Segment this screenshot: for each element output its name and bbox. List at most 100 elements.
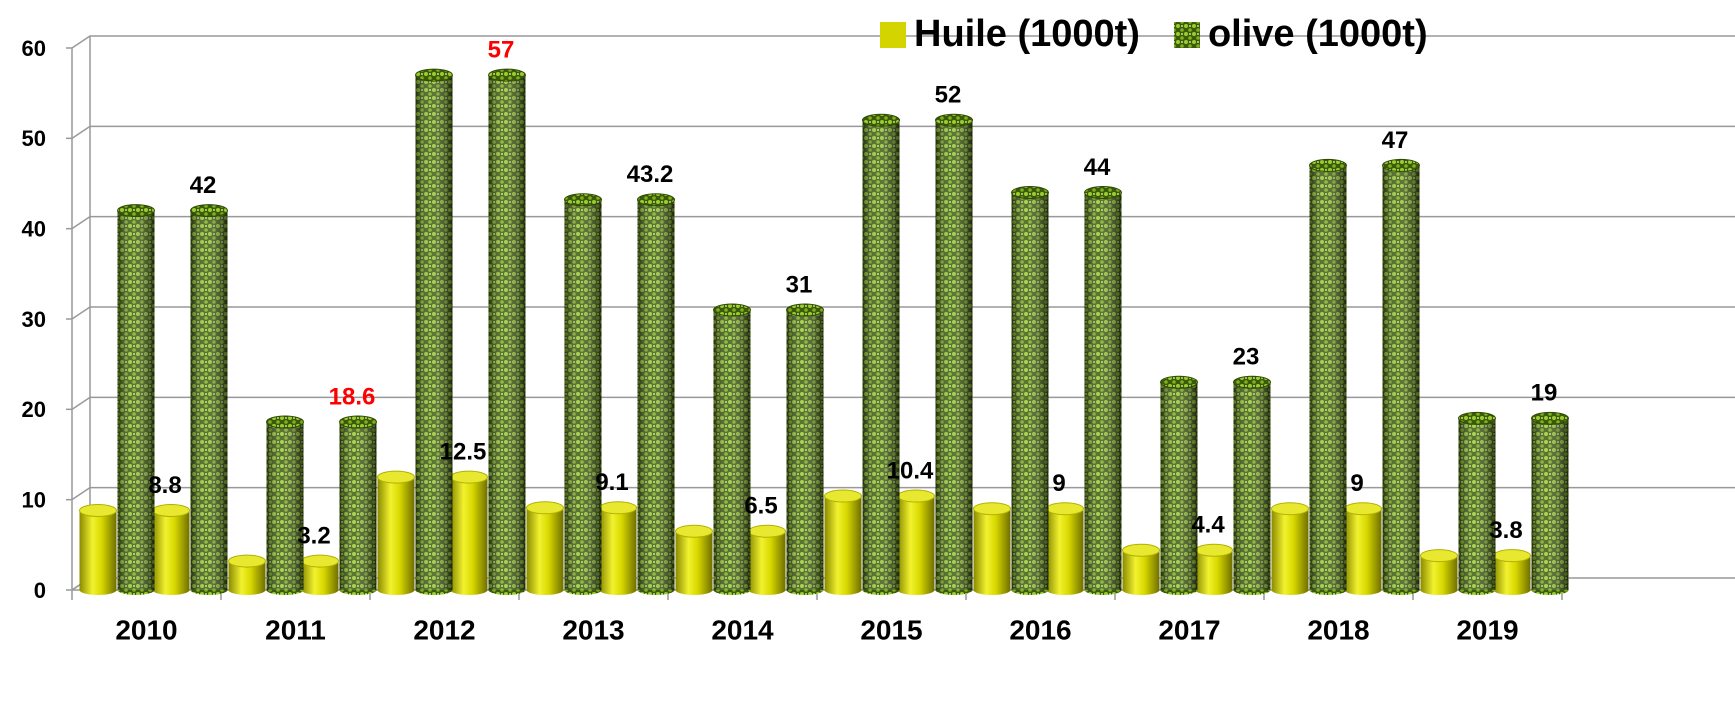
bar bbox=[1531, 411, 1569, 595]
bar-part bbox=[301, 554, 339, 568]
bar-part bbox=[1195, 585, 1233, 595]
value-label: 44 bbox=[1084, 154, 1111, 181]
y-tick-label: 10 bbox=[22, 487, 46, 512]
bar bbox=[897, 489, 935, 595]
bar-part bbox=[1046, 585, 1084, 595]
x-tick-label: 2014 bbox=[711, 614, 774, 645]
grid-line bbox=[71, 215, 1735, 230]
bar-part bbox=[526, 507, 564, 590]
bar bbox=[1122, 543, 1160, 595]
bar bbox=[1011, 186, 1049, 595]
bar-part bbox=[450, 585, 488, 595]
bar-part bbox=[564, 199, 602, 590]
bar-part bbox=[1084, 192, 1122, 591]
bar bbox=[713, 303, 751, 595]
bar-part bbox=[1271, 508, 1309, 590]
bar-part bbox=[1195, 543, 1233, 557]
value-label: 6.5 bbox=[744, 493, 777, 520]
bar-part bbox=[862, 113, 900, 127]
y-tick-label: 60 bbox=[22, 36, 46, 61]
bar bbox=[526, 501, 564, 595]
bar-part bbox=[488, 68, 526, 82]
bar-part bbox=[377, 470, 415, 484]
bar-part bbox=[1160, 382, 1198, 590]
value-label: 43.2 bbox=[627, 161, 674, 188]
bar-part bbox=[897, 489, 935, 503]
bar-part bbox=[862, 120, 900, 591]
bar-part bbox=[1233, 375, 1271, 389]
bar bbox=[786, 303, 824, 595]
bar-part bbox=[377, 585, 415, 595]
bar-part bbox=[1084, 186, 1122, 200]
bar-part bbox=[1122, 585, 1160, 595]
legend-label: olive (1000t) bbox=[1208, 13, 1428, 55]
bar bbox=[339, 415, 377, 595]
bar-part bbox=[339, 421, 377, 590]
bar bbox=[862, 113, 900, 595]
bar-part bbox=[1531, 411, 1569, 425]
bar bbox=[450, 470, 488, 595]
bar-part bbox=[824, 585, 862, 595]
bar-part bbox=[675, 531, 713, 590]
bar-part bbox=[526, 501, 564, 515]
y-tick-label: 30 bbox=[22, 307, 46, 332]
bar bbox=[564, 193, 602, 595]
x-tick-label: 2013 bbox=[562, 614, 624, 645]
bar-part bbox=[152, 510, 190, 590]
bar-part bbox=[748, 524, 786, 538]
bar-part bbox=[117, 204, 155, 218]
bar bbox=[301, 554, 339, 595]
bar bbox=[1084, 186, 1122, 595]
value-label: 9 bbox=[1052, 470, 1065, 497]
bar bbox=[266, 415, 304, 595]
bar-part bbox=[599, 507, 637, 590]
bar-part bbox=[339, 415, 377, 429]
bar bbox=[824, 489, 862, 595]
grid-line bbox=[71, 306, 1735, 320]
value-label: 47 bbox=[1382, 127, 1409, 154]
bar-part bbox=[786, 309, 824, 590]
bar-part bbox=[973, 508, 1011, 590]
x-tick-label: 2017 bbox=[1158, 614, 1220, 645]
bar-part bbox=[1309, 158, 1347, 172]
bar-part bbox=[935, 120, 973, 591]
bar-part bbox=[266, 415, 304, 429]
bar-part bbox=[79, 504, 117, 518]
bar bbox=[488, 68, 526, 595]
bar-part bbox=[786, 303, 824, 317]
bar bbox=[377, 470, 415, 595]
bar-part bbox=[1046, 508, 1084, 590]
bar-part bbox=[1195, 550, 1233, 590]
value-label: 23 bbox=[1233, 344, 1260, 371]
bar-part bbox=[450, 477, 488, 590]
x-tick-label: 2018 bbox=[1307, 614, 1369, 645]
bar bbox=[973, 502, 1011, 595]
bar-part bbox=[1420, 585, 1458, 595]
bar-part bbox=[488, 75, 526, 591]
bar-part bbox=[1122, 550, 1160, 590]
bar-part bbox=[599, 585, 637, 595]
value-label: 12.5 bbox=[440, 438, 487, 465]
bar-part bbox=[1493, 585, 1531, 595]
bar-part bbox=[824, 496, 862, 590]
bar-part bbox=[1046, 502, 1084, 516]
bar-part bbox=[450, 470, 488, 484]
grid-line bbox=[71, 396, 1735, 410]
value-label: 3.8 bbox=[1489, 517, 1522, 544]
bar-part bbox=[897, 496, 935, 590]
bar-part bbox=[1011, 186, 1049, 200]
bar-part bbox=[152, 585, 190, 595]
bar-part bbox=[897, 585, 935, 595]
legend-label: Huile (1000t) bbox=[914, 13, 1140, 55]
bar bbox=[1309, 158, 1347, 595]
bar-part bbox=[637, 199, 675, 590]
bar-part bbox=[1309, 165, 1347, 590]
bar-part bbox=[1382, 165, 1420, 590]
value-label: 8.8 bbox=[148, 472, 181, 499]
bar bbox=[1493, 549, 1531, 595]
bar-part bbox=[1344, 508, 1382, 590]
bar-part bbox=[190, 204, 228, 218]
x-tick-label: 2019 bbox=[1456, 614, 1518, 645]
bar-part bbox=[190, 210, 228, 590]
bar bbox=[79, 504, 117, 595]
